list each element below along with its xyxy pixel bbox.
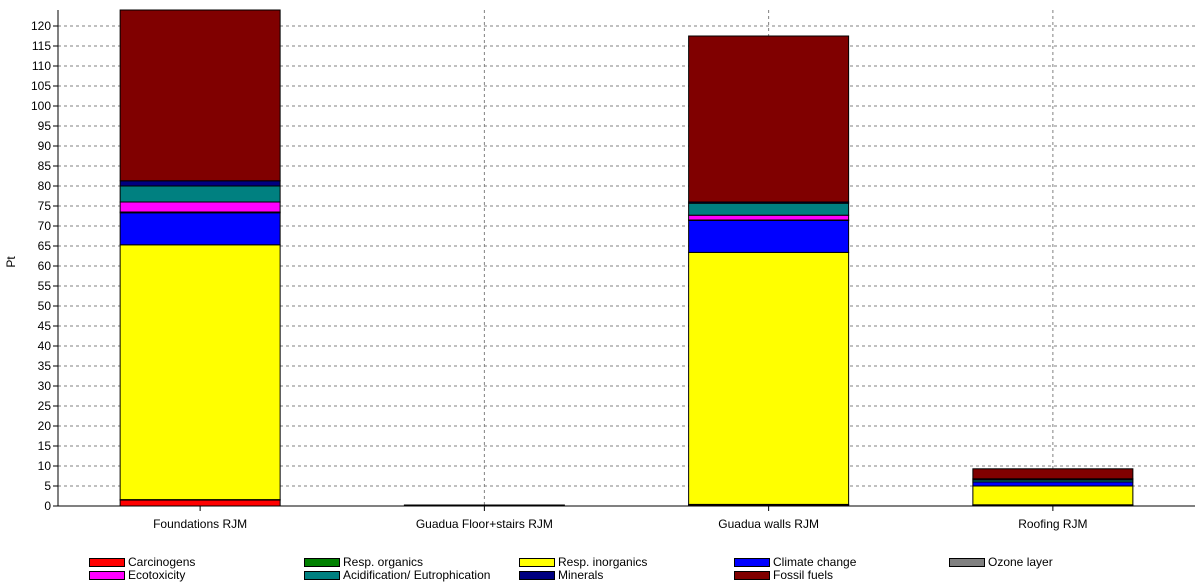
y-tick-label: 85 xyxy=(38,159,52,173)
x-tick-label: Foundations RJM xyxy=(153,517,247,531)
bar-segment-ecotoxicity xyxy=(119,201,281,213)
legend-item: Carcinogens xyxy=(89,555,195,569)
legend-swatch xyxy=(949,557,985,567)
legend-item: Ecotoxicity xyxy=(89,568,185,582)
legend-label: Acidification/ Eutrophication xyxy=(343,568,491,582)
bar-segment-climate-change xyxy=(688,219,850,253)
y-tick-label: 35 xyxy=(38,359,52,373)
legend: Carcinogens Resp. organics Resp. inorganic… xyxy=(89,555,1189,587)
y-tick-label: 105 xyxy=(31,79,51,93)
bar-segment-fossil-fuels xyxy=(119,9,281,182)
stacked-bar-chart: 0 5 10 15 20 25 30 35 40 45 50 55 60 65 70 75 80 85 90 95 10… xyxy=(4,9,1195,531)
legend-item: Ozone layer xyxy=(949,555,1053,569)
legend-label: Resp. organics xyxy=(343,555,424,569)
y-tick-label: 90 xyxy=(38,139,52,153)
legend-item: Climate change xyxy=(734,555,856,569)
legend-item: Acidification/ Eutrophication xyxy=(304,568,490,582)
bar-segment-ecotoxicity xyxy=(688,214,850,221)
bar-segment-climate-change xyxy=(119,212,281,246)
legend-swatch xyxy=(89,570,125,580)
y-tick-label: 115 xyxy=(32,39,51,53)
legend-swatch xyxy=(734,570,770,580)
x-tick-label: Guadua Floor+stairs RJM xyxy=(416,517,553,531)
legend-item: Minerals xyxy=(519,568,603,582)
y-tick-label: 110 xyxy=(32,59,51,73)
y-tick-label: 95 xyxy=(38,119,52,133)
y-tick-label: 65 xyxy=(38,239,52,253)
legend-label: Ozone layer xyxy=(988,555,1053,569)
legend-swatch xyxy=(519,557,555,567)
bar-segment-resp-inorganics xyxy=(972,485,1134,506)
legend-label: Carcinogens xyxy=(128,555,196,569)
x-tick-label: Roofing RJM xyxy=(1018,517,1087,531)
legend-label: Ecotoxicity xyxy=(128,568,186,582)
legend-swatch xyxy=(304,557,340,567)
y-tick-label: 10 xyxy=(38,459,52,473)
bar-segment-acidification-eutrophication xyxy=(688,202,850,216)
y-tick-label: 20 xyxy=(38,419,52,433)
tick-labels: 0 5 10 15 20 25 30 35 40 45 50 55 60 65 70 75 80 85 90 95 10… xyxy=(31,19,1088,531)
legend-item: Fossil fuels xyxy=(734,568,833,582)
y-tick-label: 45 xyxy=(38,319,52,333)
axes xyxy=(53,10,1195,511)
y-tick-label: 100 xyxy=(31,99,51,113)
legend-swatch xyxy=(519,570,555,580)
y-tick-label: 55 xyxy=(38,279,52,293)
legend-swatch xyxy=(89,557,125,567)
bar-segment-resp-inorganics xyxy=(688,251,850,505)
legend-swatch xyxy=(304,570,340,580)
y-tick-label: 80 xyxy=(38,179,52,193)
legend-item: Resp. inorganics xyxy=(519,555,647,569)
legend-label: Fossil fuels xyxy=(773,568,834,582)
bar-segment-fossil-fuels xyxy=(688,35,850,203)
y-tick-label: 70 xyxy=(38,219,52,233)
y-tick-label: 25 xyxy=(38,399,52,413)
y-tick-label: 15 xyxy=(38,439,52,453)
y-axis-label: Pt xyxy=(4,256,18,268)
bars xyxy=(119,9,1134,507)
bar-segment-resp-inorganics xyxy=(119,244,281,501)
x-tick-label: Guadua walls RJM xyxy=(718,517,819,531)
legend-item: Resp. organics xyxy=(304,555,423,569)
bar-segment-carcinogens xyxy=(119,499,281,507)
legend-label: Minerals xyxy=(558,568,604,582)
y-tick-label: 5 xyxy=(44,479,51,493)
legend-label: Climate change xyxy=(773,555,857,569)
bar-segment-acidification-eutrophication xyxy=(119,185,281,203)
legend-swatch xyxy=(734,557,770,567)
y-tick-label: 50 xyxy=(38,299,52,313)
y-tick-label: 120 xyxy=(31,19,51,33)
y-tick-label: 30 xyxy=(38,379,52,393)
bar-segment-fossil-fuels xyxy=(972,468,1134,480)
y-tick-label: 0 xyxy=(44,499,51,513)
y-tick-label: 40 xyxy=(38,339,52,353)
y-tick-label: 75 xyxy=(38,199,52,213)
bar-segment-minerals xyxy=(119,180,281,187)
bar-segment-climate-change xyxy=(972,481,1134,487)
legend-label: Resp. inorganics xyxy=(558,555,648,569)
y-tick-label: 60 xyxy=(38,259,52,273)
